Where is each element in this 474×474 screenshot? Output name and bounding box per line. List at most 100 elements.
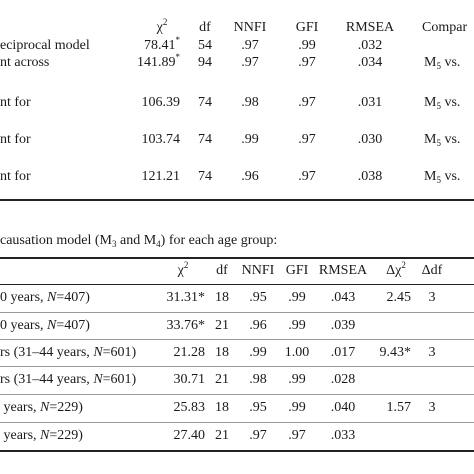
text-part: years,	[0, 428, 41, 443]
table-cell: 1.57	[386, 400, 412, 415]
table-cell: .97	[241, 38, 259, 53]
text-part: *	[175, 52, 181, 62]
row-divider	[0, 394, 474, 395]
table-cell: 74	[198, 169, 212, 184]
row-label: years, N=229)	[0, 400, 83, 416]
text-part: M	[424, 169, 437, 184]
table-cell: .97	[249, 428, 267, 443]
table-cell: 21	[215, 318, 229, 333]
text-part: 2	[401, 260, 406, 270]
table-cell: .033	[330, 428, 356, 443]
table-cell: .95	[249, 400, 267, 415]
row-divider	[0, 312, 474, 313]
text-part: vs.	[440, 132, 461, 147]
column-header: RMSEA	[318, 263, 368, 278]
row-divider	[0, 366, 474, 367]
table-cell: .98	[241, 95, 259, 110]
column-header: NNFI	[241, 263, 275, 278]
table-cell: .99	[249, 345, 267, 360]
table-cell: 54	[198, 38, 212, 53]
table-cell: .031	[357, 95, 383, 110]
rule	[0, 284, 474, 285]
text-part: =601)	[102, 372, 137, 387]
column-header: Compar	[422, 20, 468, 35]
table-cell: M5 vs.	[424, 132, 460, 148]
table-cell: .030	[357, 132, 383, 147]
table-cell: .040	[330, 400, 356, 415]
table-cell: M5 vs.	[424, 95, 460, 111]
text-part: M	[424, 95, 437, 110]
column-header: GFI	[295, 20, 319, 35]
table-cell: .96	[249, 318, 267, 333]
table-cell: .039	[330, 318, 356, 333]
row-label: years, N=229)	[0, 428, 83, 444]
text-part: χ	[156, 20, 163, 35]
table-cell: .97	[288, 428, 306, 443]
table-cell: .96	[241, 169, 259, 184]
text-part: vs.	[440, 169, 461, 184]
text-part: N	[47, 290, 57, 305]
table-cell: .99	[241, 132, 259, 147]
table-cell: .99	[288, 318, 306, 333]
text-part: 78.41	[144, 38, 176, 53]
table-cell: 2.45	[386, 290, 412, 305]
table-cell: 25.83	[173, 400, 206, 415]
table-cell: 18	[215, 290, 229, 305]
table-cell: 1.00	[284, 345, 310, 360]
text-part: 5	[436, 138, 441, 148]
text-part: Δχ	[386, 263, 402, 278]
text-part: =601)	[102, 345, 137, 360]
text-part: vs.	[440, 95, 461, 110]
table-cell: 27.40	[173, 428, 206, 443]
text-part: *	[175, 35, 181, 45]
text-part: ) for each age group:	[160, 233, 278, 248]
row-label: 0 years, N=407)	[0, 318, 90, 334]
table-cell: .95	[249, 290, 267, 305]
table-cell: 21.28	[173, 345, 206, 360]
text-part: causation model (M	[0, 233, 112, 248]
row-label: 0 years, N=407)	[0, 290, 90, 306]
table-cell: .97	[298, 169, 316, 184]
table-cell: 33.76*	[166, 318, 206, 333]
caption: causation model (M3 and M4) for each age…	[0, 233, 277, 249]
text-part: N	[47, 318, 57, 333]
rule	[0, 450, 474, 452]
text-part: χ	[177, 263, 184, 278]
column-header: χ2	[156, 18, 168, 36]
table-cell: .034	[357, 55, 383, 70]
table-cell: 21	[215, 372, 229, 387]
table-cell: 18	[215, 400, 229, 415]
table-cell: 3	[428, 400, 436, 415]
table-cell: .97	[241, 55, 259, 70]
table-cell: 103.74	[141, 132, 181, 147]
text-part: 4	[156, 239, 161, 249]
row-label: rs (31–44 years, N=601)	[0, 345, 136, 361]
table-cell: .043	[330, 290, 356, 305]
text-part: 0 years,	[0, 290, 48, 305]
table-cell: .032	[357, 38, 383, 53]
table-cell: 31.31*	[166, 290, 206, 305]
table-cell: .017	[330, 345, 356, 360]
column-header: NNFI	[233, 20, 267, 35]
text-part: =407)	[56, 318, 90, 333]
text-part: =229)	[49, 400, 83, 415]
text-part: 5	[436, 61, 441, 71]
table-cell: 3	[428, 345, 436, 360]
column-header: df	[216, 263, 228, 278]
text-part: vs.	[440, 55, 461, 70]
table-cell: 30.71	[173, 372, 206, 387]
text-part: years,	[0, 400, 41, 415]
text-part: 0 years,	[0, 318, 48, 333]
text-part: N	[40, 428, 50, 443]
table-cell: .97	[298, 95, 316, 110]
text-part: rs (31–44 years,	[0, 345, 94, 360]
table-cell: 18	[215, 345, 229, 360]
row-label: nt across	[0, 55, 50, 70]
row-label: eciprocal model	[0, 38, 90, 53]
table-cell: .99	[288, 290, 306, 305]
table-cell: .99	[298, 38, 316, 53]
table-cell: 121.21	[141, 169, 181, 184]
table-cell: 141.89*	[137, 52, 181, 71]
column-header: RMSEA	[345, 20, 395, 35]
table-cell: M5 vs.	[424, 55, 460, 71]
